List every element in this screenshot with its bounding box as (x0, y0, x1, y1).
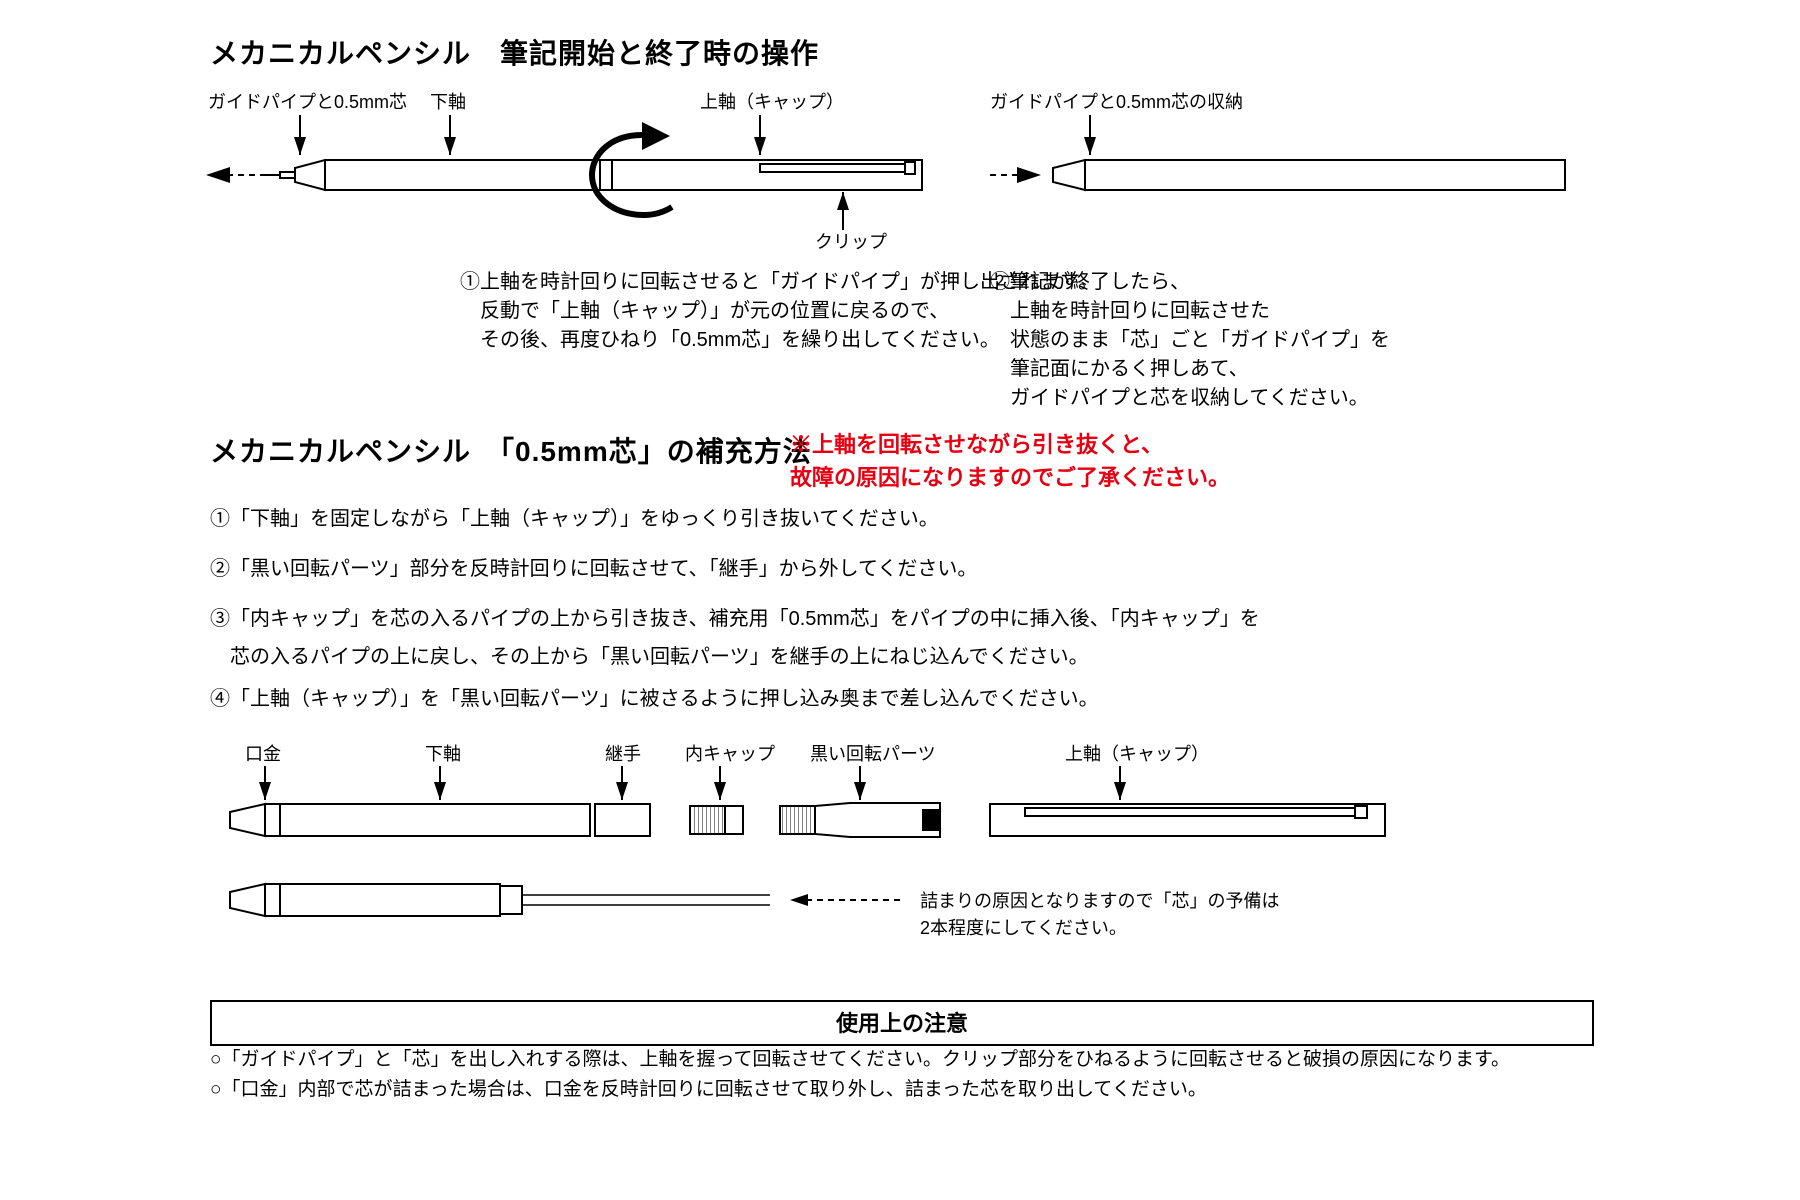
section1-note2: ②筆記が終了したら、 上軸を時計回りに回転させた 状態のまま「芯」ごと「ガイドパ… (990, 268, 1390, 413)
notice-line-2: ○「口金」内部で芯が詰まった場合は、口金を反時計回りに回転させて取り外し、詰まっ… (210, 1075, 1510, 1105)
label-lower-barrel: 下軸 (430, 88, 466, 114)
spare-lead-note: 詰まりの原因となりますので「芯」の予備は 2本程度にしてください。 (920, 888, 1279, 942)
section1-title: メカニカルペンシル 筆記開始と終了時の操作 (210, 32, 819, 72)
section2-step4: ④「上軸（キャップ）」を「黒い回転パーツ」に被さるように押し込み奥まで差し込んで… (210, 680, 1099, 718)
label-guide-lead: ガイドパイプと0.5mm芯 (208, 88, 407, 114)
section2-step2: ②「黒い回転パーツ」部分を反時計回りに回転させて、「継手」から外してください。 (210, 550, 977, 588)
diagram-refill-exploded (210, 760, 1610, 960)
label-upper-cap: 上軸（キャップ） (700, 88, 844, 114)
notice-line-1: ○「ガイドパイプ」と「芯」を出し入れする際は、上軸を握って回転させてください。ク… (210, 1045, 1510, 1075)
label-guide-lead-store: ガイドパイプと0.5mm芯の収納 (990, 88, 1243, 114)
section2-step3: ③「内キャップ」を芯の入るパイプの上から引き抜き、補充用「0.5mm芯」をパイプ… (210, 600, 1260, 676)
section2-title: メカニカルペンシル 「0.5mm芯」の補充方法 (210, 430, 812, 470)
label-clip: クリップ (815, 228, 887, 254)
section2-step1: ①「下軸」を固定しながら「上軸（キャップ）」をゆっくり引き抜いてください。 (210, 500, 939, 538)
section2-warning: ※上軸を回転させながら引き抜くと、 故障の原因になりますのでご了承ください。 (790, 428, 1230, 494)
notice-heading-box: 使用上の注意 (210, 1000, 1594, 1046)
